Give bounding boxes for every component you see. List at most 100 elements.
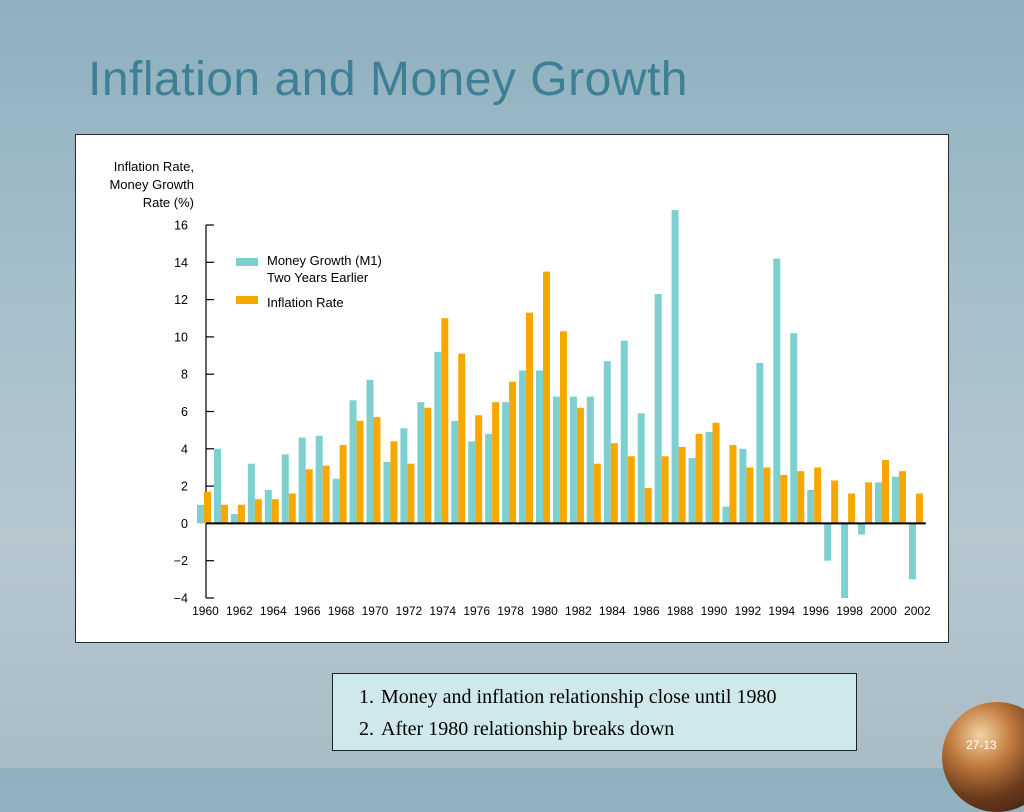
y-tick-label: 2 [181, 480, 188, 494]
money-growth-bar [502, 402, 510, 524]
x-tick-label: 1964 [260, 604, 287, 618]
inflation-bar [576, 407, 584, 524]
money-growth-bar [654, 294, 662, 524]
note-text: After 1980 relationship breaks down [381, 718, 675, 740]
y-tick-label: 4 [181, 442, 188, 456]
x-tick-label: 1986 [633, 604, 660, 618]
x-tick-label: 1978 [497, 604, 524, 618]
inflation-bar [254, 499, 262, 524]
inflation-bar [797, 471, 805, 524]
inflation-bar [441, 318, 449, 524]
money-growth-bar [756, 363, 764, 524]
inflation-bar [220, 504, 228, 524]
money-growth-bar [875, 482, 882, 524]
money-growth-bar [705, 432, 713, 524]
money-growth-bar [485, 433, 493, 524]
money-growth-bar [230, 514, 238, 524]
money-growth-bar [620, 340, 628, 524]
x-tick-label: 1966 [294, 604, 321, 618]
y-tick-label: 6 [181, 405, 188, 419]
inflation-bar [610, 443, 618, 524]
page-badge-orb [942, 702, 1024, 812]
money-growth-bar [519, 370, 527, 524]
x-tick-label: 1962 [226, 604, 253, 618]
inflation-bar [882, 459, 889, 524]
money-growth-bar [586, 396, 594, 524]
inflation-bar [305, 469, 313, 524]
inflation-bar [898, 471, 906, 524]
money-growth-bar [722, 506, 730, 524]
inflation-bar [729, 445, 737, 524]
money-growth-bar [858, 523, 866, 535]
x-tick-label: 1988 [667, 604, 694, 618]
y-tick-label: −4 [174, 592, 188, 606]
inflation-bar [593, 463, 601, 524]
money-growth-bar [349, 400, 357, 524]
inflation-bar [373, 417, 381, 524]
money-growth-bar [383, 461, 391, 524]
inflation-bar [780, 474, 788, 524]
money-growth-bar [247, 463, 255, 524]
money-growth-bar [400, 428, 408, 524]
inflation-bar [644, 487, 652, 524]
money-growth-bar [332, 478, 340, 524]
inflation-bar [831, 480, 839, 524]
inflation-bar [559, 331, 567, 524]
x-tick-label: 1974 [429, 604, 456, 618]
inflation-bar [322, 465, 330, 524]
money-growth-bar [841, 523, 849, 598]
legend-label: Inflation Rate [267, 295, 344, 310]
money-growth-bar [213, 448, 221, 524]
y-tick-label: 0 [181, 517, 188, 531]
note-item-1: 1. Money and inflation relationship clos… [333, 681, 856, 713]
x-tick-label: 1968 [328, 604, 355, 618]
money-growth-bar [468, 441, 476, 524]
money-growth-bar [671, 210, 679, 524]
note-number: 2. [359, 718, 374, 740]
inflation-bar [407, 463, 415, 524]
legend-label: Money Growth (M1) [267, 253, 382, 268]
inflation-bar [678, 446, 686, 524]
x-tick-label: 1996 [802, 604, 829, 618]
money-growth-bar [739, 448, 747, 524]
money-growth-bar [281, 454, 289, 524]
inflation-bar [271, 499, 279, 524]
inflation-bar [661, 456, 669, 524]
money-growth-bar [264, 489, 272, 524]
y-axis-label-line: Rate (%) [143, 195, 194, 210]
inflation-bar [848, 493, 856, 524]
legend-label: Two Years Earlier [267, 270, 369, 285]
x-tick-label: 1976 [463, 604, 490, 618]
x-tick-label: 1994 [768, 604, 795, 618]
note-text: Money and inflation relationship close u… [381, 686, 777, 708]
y-tick-label: 16 [174, 219, 188, 233]
x-tick-label: 1972 [396, 604, 423, 618]
inflation-bar [543, 271, 550, 524]
y-axis-label-line: Money Growth [109, 177, 194, 192]
inflation-bar [390, 441, 398, 524]
inflation-bar [339, 445, 347, 524]
y-tick-label: 10 [174, 330, 188, 344]
y-tick-label: 8 [181, 368, 188, 382]
inflation-money-growth-chart: Inflation Rate, Money Growth Rate (%) 16 14 1… [109, 159, 931, 618]
x-tick-label: 1980 [531, 604, 558, 618]
slide-title: Inflation and Money Growth [88, 53, 688, 106]
inflation-bar [746, 467, 754, 524]
x-tick-label: 1984 [599, 604, 626, 618]
money-growth-bar [451, 420, 459, 524]
inflation-bar [814, 467, 822, 524]
inflation-bar [627, 456, 635, 524]
money-growth-bar [688, 458, 696, 524]
note-item-2: 2. After 1980 relationship breaks down [333, 713, 856, 745]
money-growth-bar [603, 361, 611, 524]
inflation-bar [204, 491, 211, 524]
inflation-bar [424, 407, 432, 524]
money-growth-bar [637, 413, 645, 524]
x-tick-label: 1970 [362, 604, 389, 618]
y-tick-label: 14 [174, 256, 188, 270]
money-growth-bar [824, 523, 832, 561]
note-number: 1. [359, 686, 374, 708]
inflation-bar [237, 504, 245, 524]
money-growth-bar [891, 476, 899, 524]
x-tick-label: 1992 [735, 604, 762, 618]
